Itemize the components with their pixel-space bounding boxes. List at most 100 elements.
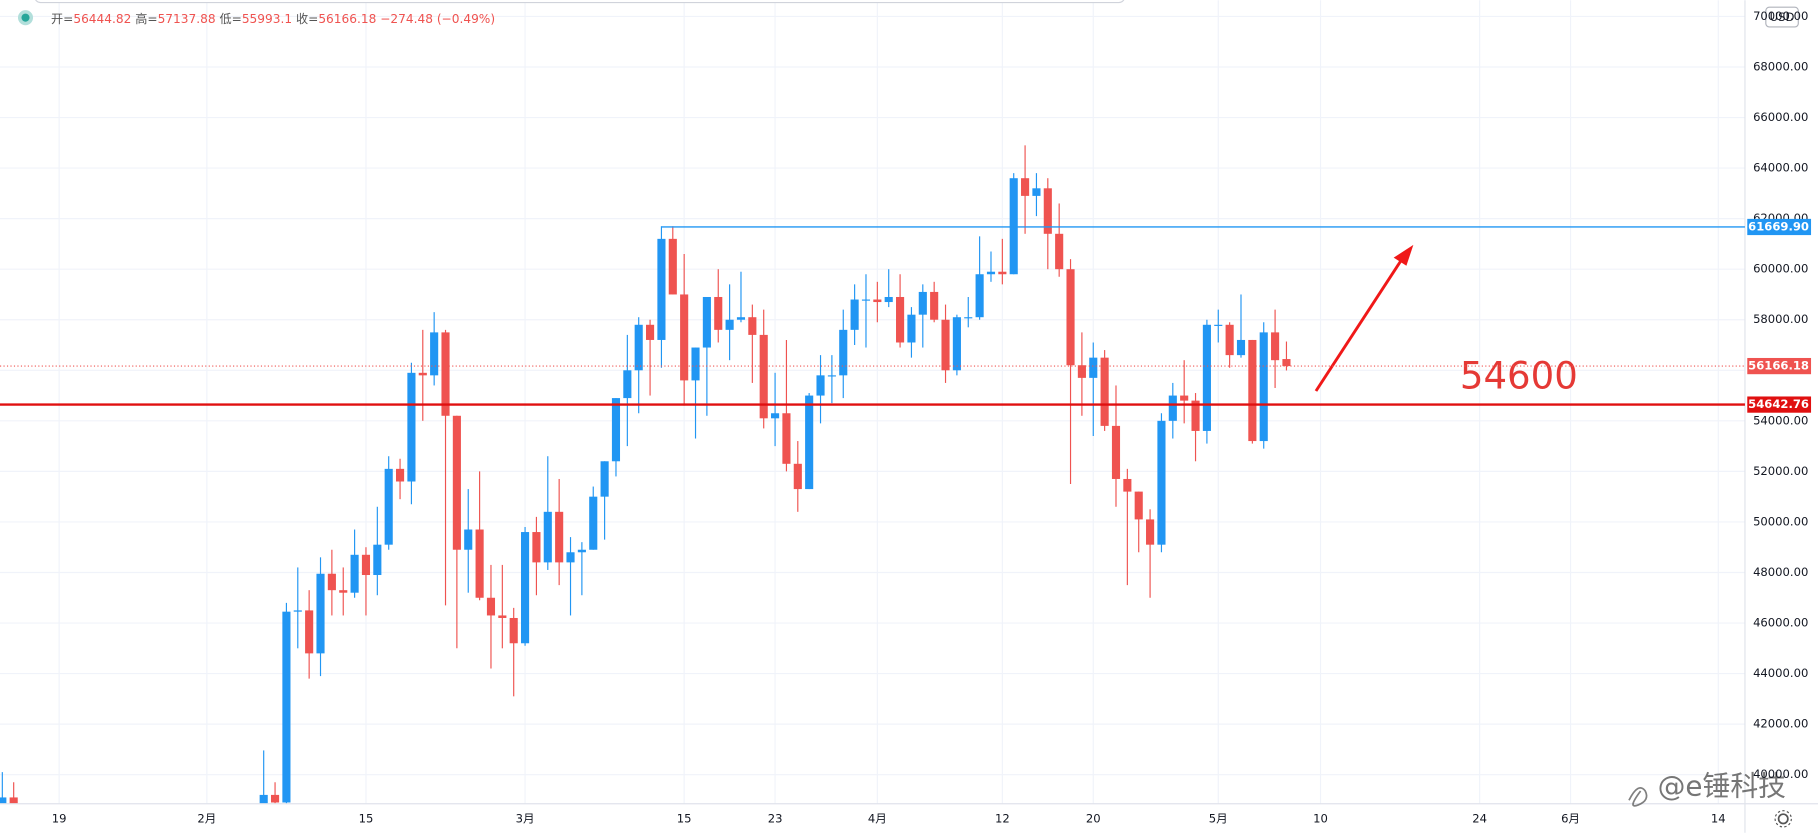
status-label: 收= (296, 11, 318, 25)
candle-body (1089, 357, 1098, 378)
candle-body (9, 797, 18, 804)
candle-body (816, 375, 825, 396)
x-tick-label: 4月 (868, 811, 887, 825)
candle-body (566, 552, 575, 563)
y-tick-label: 44000.00 (1753, 666, 1808, 680)
candle-body (634, 324, 643, 371)
candle-body (623, 370, 632, 399)
candle-body (282, 611, 291, 803)
price-badge (1747, 357, 1812, 375)
candle-body (396, 468, 405, 482)
status-value: 56444.82 (73, 11, 131, 25)
candle-body (384, 468, 393, 545)
candle-body (918, 291, 927, 315)
candle-body (884, 296, 893, 303)
candle-body (1032, 188, 1041, 196)
candle-body (464, 529, 473, 550)
candle-body (827, 375, 836, 377)
candle-body (964, 317, 973, 319)
candle-body (1248, 339, 1257, 442)
status-value: 57137.88 (158, 11, 216, 25)
candle-body (930, 291, 939, 320)
price-badge (1747, 396, 1812, 413)
candle-body (270, 794, 280, 803)
y-tick-label: 60000.00 (1753, 262, 1808, 276)
candle-body (1111, 425, 1121, 479)
price-label: 61669.90 (1748, 219, 1809, 233)
candle-body (1191, 400, 1200, 431)
currency-badge[interactable] (1765, 6, 1799, 28)
y-tick-label: 70000.00 (1753, 9, 1808, 23)
candle-body (782, 413, 791, 464)
status-line: 开=56444.82 高=57137.88 低=55993.1 收=56166.… (51, 10, 495, 25)
y-tick-label: 50000.00 (1753, 514, 1808, 528)
price-label: 54642.76 (1748, 397, 1809, 411)
candle-body (861, 299, 871, 301)
candle-body (1271, 332, 1280, 361)
candle-body (418, 372, 427, 376)
candle-body (714, 296, 723, 330)
x-tick-label: 14 (1711, 811, 1726, 825)
status-label: 低= (219, 11, 241, 25)
candle-body (907, 314, 916, 343)
candle-body (771, 413, 780, 419)
candle-body (543, 511, 552, 563)
candle-body (748, 317, 757, 335)
y-tick-label: 68000.00 (1753, 59, 1808, 73)
candle-body (952, 317, 961, 371)
price-label: 56166.18 (1748, 359, 1809, 373)
candle-body (1043, 188, 1052, 234)
candle-body (759, 334, 768, 419)
y-tick-label: 66000.00 (1753, 110, 1808, 124)
candle-body (1157, 420, 1166, 545)
candle-body (657, 238, 666, 340)
candle-body (1134, 491, 1143, 520)
candle-body (1214, 324, 1223, 326)
candle-body (986, 271, 996, 275)
watermark: @e锤科技 (1658, 770, 1786, 803)
candle-body (350, 554, 359, 593)
y-tick-label: 52000.00 (1753, 464, 1808, 478)
candle-body (691, 347, 700, 381)
candle-body (577, 549, 586, 553)
candle-body (1077, 365, 1086, 378)
candle-body (1202, 324, 1211, 431)
candle-body (0, 797, 7, 804)
x-tick-label: 2月 (197, 811, 216, 825)
x-tick-label: 15 (677, 811, 692, 825)
candle-body (1236, 339, 1246, 356)
candle-body (486, 597, 496, 616)
x-tick-label: 10 (1313, 811, 1328, 825)
candle-body (532, 532, 541, 563)
arrow-head (1393, 244, 1414, 266)
candle-body (1180, 395, 1189, 401)
candle-body (805, 395, 814, 490)
candle-body (589, 496, 598, 550)
annotation: 54600 (1460, 355, 1578, 398)
candle-body (248, 818, 256, 833)
candle-body (339, 590, 348, 593)
candle-body (668, 238, 677, 295)
arrow (1314, 256, 1405, 392)
candle-body (430, 332, 439, 376)
watermark-logo (1628, 787, 1648, 807)
candle-body (1055, 233, 1064, 270)
candle-body (407, 372, 416, 482)
y-tick-label: 54000.00 (1753, 413, 1808, 427)
y-tick-label: 42000.00 (1753, 717, 1808, 731)
candle-body (839, 329, 848, 376)
candle-body (1123, 478, 1132, 492)
status-value: 55993.1 (242, 11, 292, 25)
candle-body (725, 319, 734, 330)
candle-body (293, 610, 302, 612)
settings-icon[interactable] (1774, 810, 1792, 828)
candle-body (316, 573, 325, 654)
candle-body (736, 317, 746, 320)
x-tick-label: 20 (1086, 811, 1101, 825)
status-label: 开= (51, 11, 73, 25)
candle-body (1100, 357, 1109, 426)
candle-body (509, 617, 518, 644)
x-tick-label: 23 (768, 811, 783, 825)
candle-body (361, 554, 371, 576)
candle-body (646, 324, 655, 340)
